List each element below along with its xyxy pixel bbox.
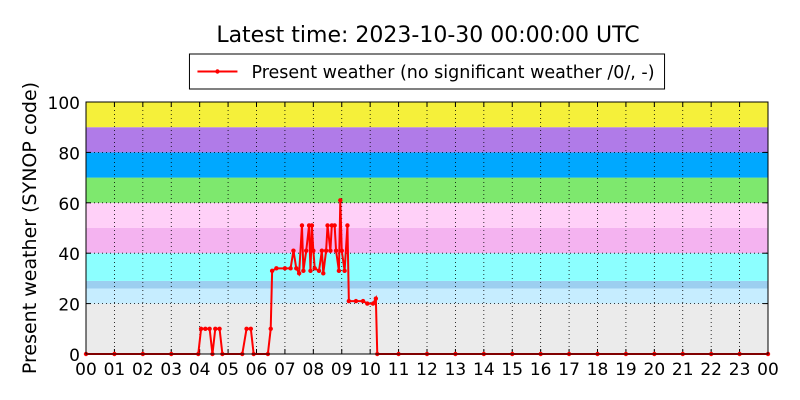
- x-tick-label: 02: [132, 360, 154, 380]
- data-point: [288, 266, 293, 271]
- data-point: [217, 326, 222, 331]
- data-point: [304, 248, 309, 253]
- data-point: [213, 326, 218, 331]
- data-point: [207, 326, 212, 331]
- data-point: [319, 248, 325, 253]
- data-point: [342, 268, 347, 274]
- data-point: [346, 298, 352, 304]
- x-tick-label: 21: [672, 360, 694, 380]
- x-tick-label: 19: [615, 360, 637, 380]
- x-tick-label: 17: [558, 360, 580, 380]
- data-point: [316, 268, 322, 274]
- data-point: [309, 223, 315, 228]
- x-tick-label: 10: [359, 360, 381, 380]
- data-point: [203, 326, 208, 331]
- y-tick-label: 20: [58, 296, 80, 316]
- x-tick-label: 01: [104, 360, 126, 380]
- x-tick-label: 06: [246, 360, 268, 380]
- data-point: [268, 326, 273, 331]
- legend-label: Present weather (no significant weather …: [251, 63, 654, 83]
- data-point: [312, 266, 317, 271]
- x-tick-label: 16: [530, 360, 552, 380]
- x-tick-label: 07: [274, 360, 296, 380]
- data-point: [339, 248, 344, 253]
- x-tick-label: 23: [729, 360, 751, 380]
- data-point: [301, 268, 306, 274]
- data-point: [294, 266, 299, 271]
- x-tick-label: 03: [160, 360, 182, 380]
- chart-title: Latest time: 2023-10-30 00:00:00 UTC: [216, 23, 639, 48]
- x-tick-label: 13: [445, 360, 467, 380]
- y-axis-label: Present weather (SYNOP code): [19, 82, 41, 374]
- weather-band: [86, 280, 768, 289]
- x-tick-label: 00: [757, 360, 779, 380]
- legend: Present weather (no significant weather …: [188, 53, 666, 90]
- weather-band: [86, 152, 768, 178]
- x-tick-label: 04: [189, 360, 211, 380]
- x-tick-label: 14: [473, 360, 495, 380]
- x-tick-label: 05: [217, 360, 239, 380]
- data-point: [248, 326, 254, 331]
- x-tick-label: 00: [75, 360, 97, 380]
- data-point: [345, 223, 350, 228]
- data-point: [244, 326, 249, 331]
- data-point: [365, 301, 370, 306]
- data-point: [360, 298, 366, 304]
- weather-band: [86, 253, 768, 281]
- x-tick-label: 18: [587, 360, 609, 380]
- x-tick-label: 15: [501, 360, 523, 380]
- data-point: [308, 268, 313, 274]
- data-point: [311, 248, 316, 253]
- weather-band: [86, 288, 768, 304]
- y-tick-label: 100: [48, 94, 80, 114]
- y-tick-label: 0: [69, 346, 80, 366]
- x-tick-label: 22: [700, 360, 722, 380]
- legend-box: [188, 53, 666, 90]
- plot-frame: [85, 101, 769, 355]
- data-point: [198, 326, 204, 331]
- data-point: [296, 271, 302, 276]
- weather-band: [86, 127, 768, 153]
- data-point: [282, 266, 288, 271]
- x-tick-label: 08: [303, 360, 325, 380]
- data-point: [274, 266, 279, 271]
- x-tick-label: 12: [416, 360, 438, 380]
- y-tick-label: 80: [58, 144, 80, 164]
- x-tick-label: 09: [331, 360, 353, 380]
- data-point: [299, 223, 305, 228]
- data-point: [336, 268, 342, 274]
- data-point: [338, 198, 343, 203]
- y-tick-label: 40: [58, 245, 80, 265]
- x-tick-label: 20: [644, 360, 666, 380]
- weather-band: [86, 228, 768, 254]
- data-point: [353, 298, 359, 304]
- data-point: [291, 248, 296, 253]
- x-tick-label: 11: [388, 360, 410, 380]
- data-point: [328, 248, 333, 253]
- data-point: [370, 301, 376, 306]
- data-point: [373, 296, 379, 301]
- data-point: [323, 248, 329, 253]
- data-point: [333, 248, 339, 253]
- data-point: [321, 271, 326, 276]
- y-tick-label: 60: [58, 195, 80, 215]
- data-point: [325, 223, 330, 228]
- data-point: [332, 223, 337, 228]
- legend-marker: [215, 69, 220, 74]
- data-point: [269, 268, 275, 274]
